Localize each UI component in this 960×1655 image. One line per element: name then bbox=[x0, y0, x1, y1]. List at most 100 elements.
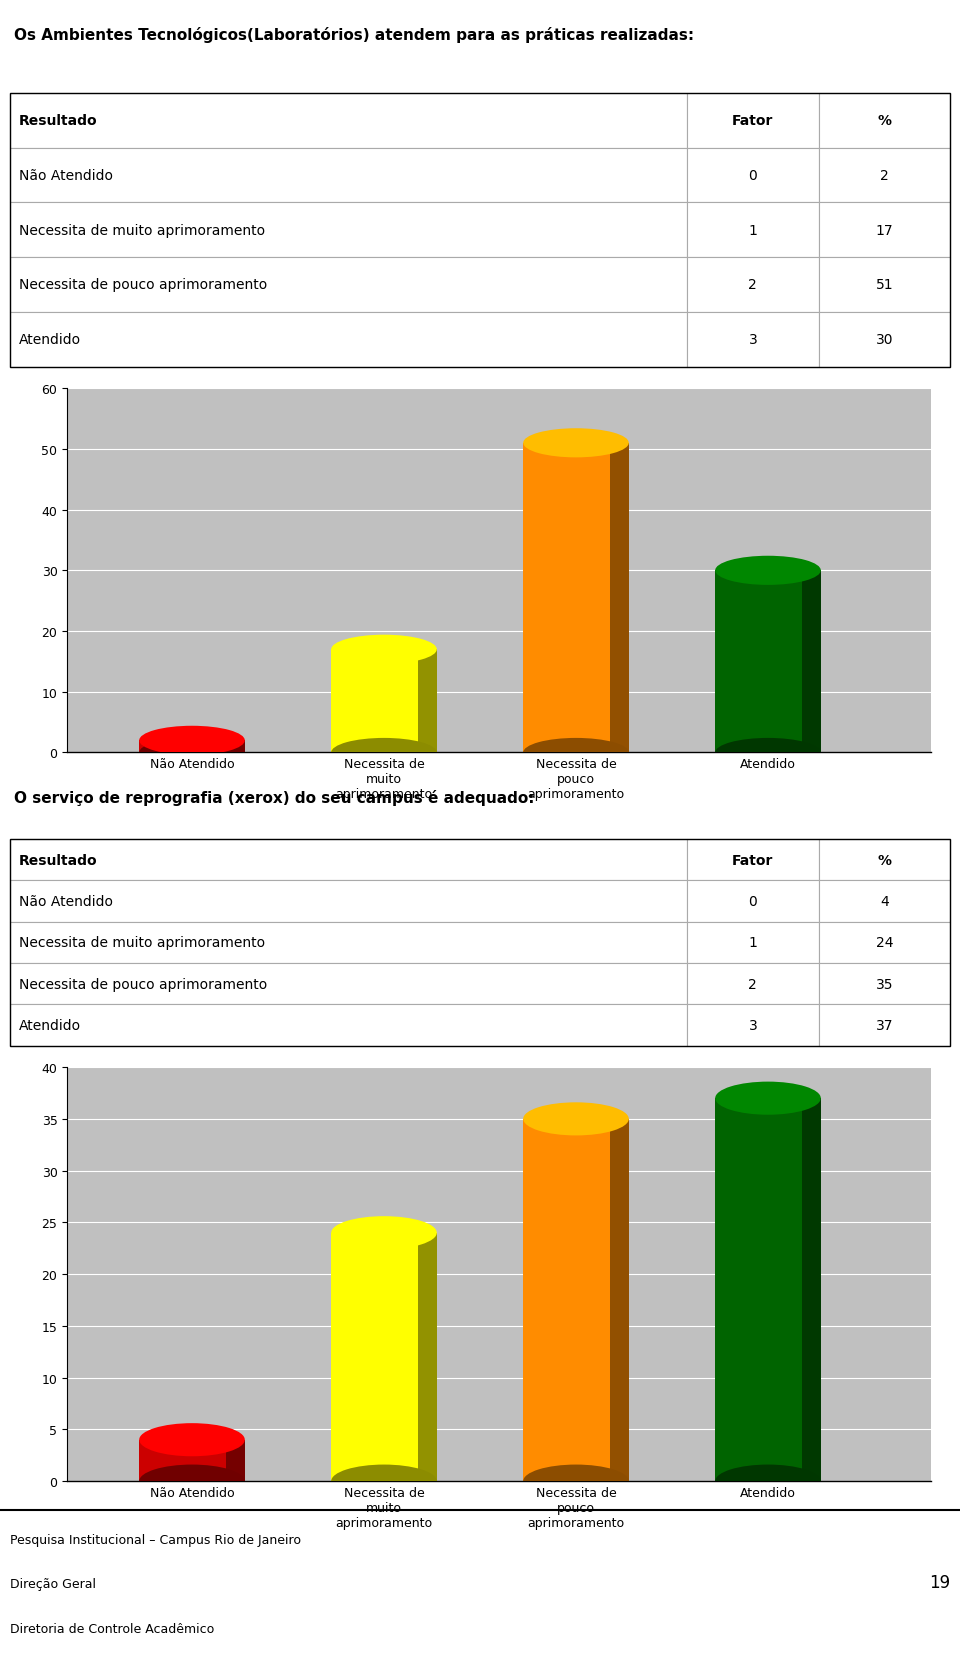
Bar bbox=[523, 1119, 629, 1481]
Ellipse shape bbox=[523, 1465, 629, 1498]
Bar bbox=[523, 444, 629, 753]
Ellipse shape bbox=[715, 556, 821, 586]
Text: Diretoria de Controle Acadêmico: Diretoria de Controle Acadêmico bbox=[10, 1622, 214, 1635]
Bar bbox=[819, 1005, 950, 1046]
Bar bbox=[10, 149, 687, 204]
Bar bbox=[687, 880, 819, 922]
Text: 3: 3 bbox=[749, 1018, 757, 1033]
Text: %: % bbox=[877, 852, 892, 867]
Bar bbox=[819, 313, 950, 367]
Bar bbox=[687, 1005, 819, 1046]
Bar bbox=[10, 94, 687, 149]
Bar bbox=[819, 94, 950, 149]
Text: 1: 1 bbox=[749, 223, 757, 238]
Ellipse shape bbox=[715, 1082, 821, 1115]
Ellipse shape bbox=[331, 1216, 437, 1250]
Bar bbox=[10, 922, 687, 963]
Text: Atendido: Atendido bbox=[19, 333, 82, 348]
Ellipse shape bbox=[139, 738, 245, 768]
Ellipse shape bbox=[715, 1465, 821, 1498]
Text: Fator: Fator bbox=[732, 852, 774, 867]
Text: Direção Geral: Direção Geral bbox=[10, 1577, 96, 1590]
Bar bbox=[687, 963, 819, 1005]
Bar bbox=[819, 880, 950, 922]
Bar bbox=[610, 444, 629, 753]
Text: Os Ambientes Tecnológicos(Laboratórios) atendem para as práticas realizadas:: Os Ambientes Tecnológicos(Laboratórios) … bbox=[14, 26, 694, 43]
Ellipse shape bbox=[139, 1423, 245, 1456]
Bar bbox=[687, 313, 819, 367]
Ellipse shape bbox=[139, 1465, 245, 1498]
Bar bbox=[687, 204, 819, 258]
Bar bbox=[687, 94, 819, 149]
Bar bbox=[10, 204, 687, 258]
Bar bbox=[139, 1440, 245, 1481]
Text: 24: 24 bbox=[876, 935, 894, 950]
Bar bbox=[331, 650, 437, 753]
Bar bbox=[819, 258, 950, 313]
Bar bbox=[715, 571, 821, 753]
Bar bbox=[418, 1233, 437, 1481]
Ellipse shape bbox=[523, 738, 629, 768]
Ellipse shape bbox=[523, 429, 629, 458]
Text: %: % bbox=[877, 114, 892, 127]
Text: 0: 0 bbox=[749, 169, 757, 182]
Bar bbox=[687, 839, 819, 880]
Text: Fator: Fator bbox=[732, 114, 774, 127]
Bar bbox=[819, 963, 950, 1005]
Bar bbox=[10, 313, 687, 367]
Ellipse shape bbox=[331, 738, 437, 768]
Bar bbox=[802, 571, 821, 753]
Bar bbox=[418, 650, 437, 753]
Text: Resultado: Resultado bbox=[19, 852, 98, 867]
Text: 4: 4 bbox=[880, 894, 889, 909]
Bar bbox=[687, 149, 819, 204]
Ellipse shape bbox=[331, 636, 437, 664]
Text: Atendido: Atendido bbox=[19, 1018, 82, 1033]
Text: 30: 30 bbox=[876, 333, 894, 348]
Text: Necessita de muito aprimoramento: Necessita de muito aprimoramento bbox=[19, 935, 265, 950]
Ellipse shape bbox=[139, 727, 245, 755]
Bar bbox=[10, 963, 687, 1005]
Bar bbox=[819, 149, 950, 204]
Ellipse shape bbox=[331, 1465, 437, 1498]
Bar bbox=[10, 94, 950, 367]
Text: Resultado: Resultado bbox=[19, 114, 98, 127]
Text: 2: 2 bbox=[880, 169, 889, 182]
Bar bbox=[10, 839, 950, 1046]
Bar bbox=[819, 922, 950, 963]
Text: 0: 0 bbox=[749, 894, 757, 909]
Text: Necessita de pouco aprimoramento: Necessita de pouco aprimoramento bbox=[19, 278, 267, 293]
Text: 17: 17 bbox=[876, 223, 894, 238]
Ellipse shape bbox=[523, 1102, 629, 1135]
Text: 19: 19 bbox=[929, 1572, 950, 1590]
Bar bbox=[802, 1099, 821, 1481]
Text: Necessita de pouco aprimoramento: Necessita de pouco aprimoramento bbox=[19, 976, 267, 991]
Bar bbox=[610, 1119, 629, 1481]
Text: Não Atendido: Não Atendido bbox=[19, 169, 113, 182]
Bar bbox=[687, 922, 819, 963]
Text: Pesquisa Institucional – Campus Rio de Janeiro: Pesquisa Institucional – Campus Rio de J… bbox=[10, 1533, 300, 1546]
Bar bbox=[139, 741, 245, 753]
Text: 2: 2 bbox=[749, 976, 757, 991]
Bar bbox=[687, 258, 819, 313]
Bar bbox=[10, 258, 687, 313]
Bar bbox=[226, 741, 245, 753]
Text: 2: 2 bbox=[749, 278, 757, 293]
Bar bbox=[10, 839, 687, 880]
Bar bbox=[819, 839, 950, 880]
Bar bbox=[715, 1099, 821, 1481]
Bar bbox=[331, 1233, 437, 1481]
Bar bbox=[226, 1440, 245, 1481]
Text: Não Atendido: Não Atendido bbox=[19, 894, 113, 909]
Bar bbox=[10, 1005, 687, 1046]
Text: Necessita de muito aprimoramento: Necessita de muito aprimoramento bbox=[19, 223, 265, 238]
Ellipse shape bbox=[715, 738, 821, 768]
Text: 1: 1 bbox=[749, 935, 757, 950]
Text: 51: 51 bbox=[876, 278, 894, 293]
Text: 37: 37 bbox=[876, 1018, 894, 1033]
Bar bbox=[819, 204, 950, 258]
Bar bbox=[10, 880, 687, 922]
Text: 3: 3 bbox=[749, 333, 757, 348]
Text: 35: 35 bbox=[876, 976, 894, 991]
Text: O serviço de reprografia (xerox) do seu campus é adequado:: O serviço de reprografia (xerox) do seu … bbox=[14, 789, 535, 804]
